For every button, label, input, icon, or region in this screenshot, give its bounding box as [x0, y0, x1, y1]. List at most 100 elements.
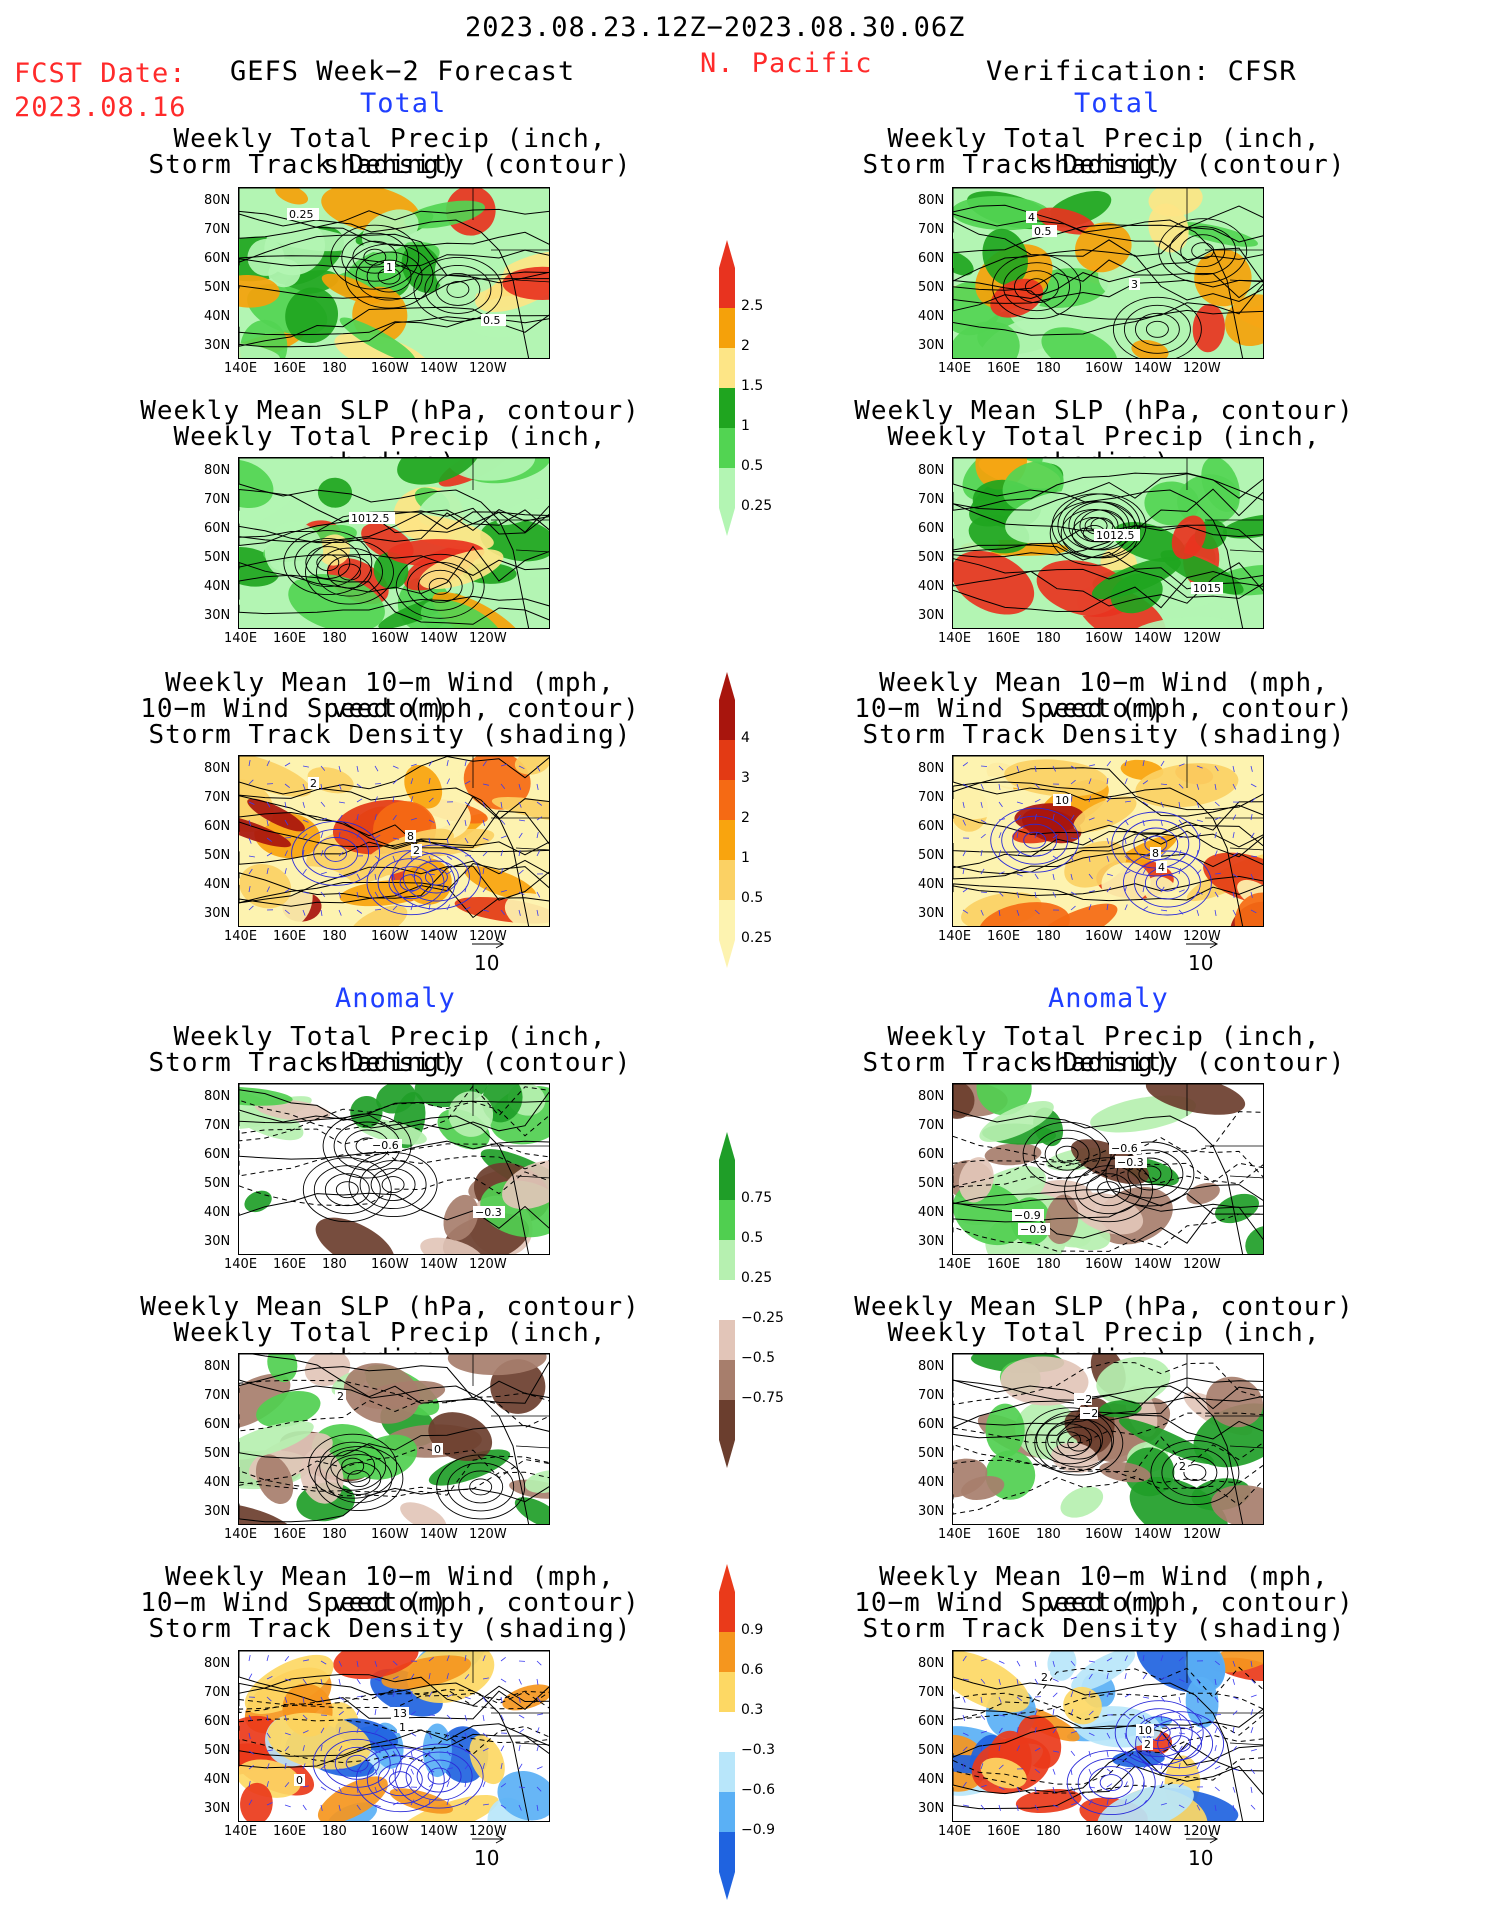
lon-tick-label: 180	[1036, 1824, 1061, 1839]
wind-vector	[1250, 765, 1253, 772]
wind-vector	[518, 819, 525, 822]
shading-cell	[961, 1475, 1005, 1501]
lat-tick-label: 40N	[918, 579, 945, 594]
wind-vector	[428, 904, 431, 911]
wind-vector	[518, 909, 521, 916]
shading-cell	[1099, 1461, 1151, 1483]
wind-vector	[536, 1696, 541, 1703]
wind-vector	[1124, 1673, 1127, 1680]
lon-tick-label: 120W	[469, 1527, 507, 1542]
lon-tick-label: 140W	[1134, 929, 1172, 944]
closed-contour	[1138, 1165, 1162, 1183]
wind-vector	[1088, 764, 1095, 767]
closed-contour	[417, 569, 463, 603]
contour-label: −0.3	[1117, 1156, 1144, 1169]
wind-vector	[980, 868, 985, 875]
closed-contour	[366, 259, 412, 293]
closed-contour	[427, 1767, 451, 1785]
closed-contour	[1075, 1165, 1143, 1215]
shading-cell	[359, 828, 454, 877]
wind-vector	[302, 1696, 305, 1703]
closed-contour	[1168, 1735, 1192, 1753]
wind-vector	[338, 851, 344, 857]
wind-vector	[392, 1768, 395, 1775]
wind-vector	[1250, 1727, 1254, 1734]
wind-vector	[1124, 904, 1128, 911]
lat-tick-label: 50N	[204, 1176, 231, 1191]
contour-label-bg	[1136, 1724, 1154, 1736]
wind-vector	[284, 1763, 287, 1770]
shading-cell	[502, 1160, 549, 1210]
contour-line	[953, 853, 1263, 880]
contour-label-bg	[1156, 861, 1167, 873]
wind-vector	[536, 816, 543, 821]
shading-cell	[1014, 803, 1086, 833]
wind-vector	[464, 868, 468, 875]
wind-vector	[1142, 837, 1147, 844]
wind-vector	[1088, 904, 1092, 911]
wind-vector	[1052, 1660, 1055, 1667]
closed-contour	[1055, 1145, 1079, 1163]
wind-vector	[1016, 765, 1020, 772]
closed-contour	[458, 1470, 504, 1504]
shading-cell	[267, 1354, 298, 1383]
wind-vector	[536, 1678, 539, 1685]
closed-contour	[1122, 819, 1190, 869]
closed-contour	[1045, 1418, 1113, 1468]
wind-vector	[962, 1781, 967, 1788]
lon-tick-label: 140W	[420, 929, 458, 944]
wind-vector	[482, 851, 488, 857]
wind-vector	[962, 1714, 965, 1721]
wind-vector	[464, 760, 467, 767]
shading-cell	[275, 188, 309, 205]
wind-vector	[1034, 909, 1040, 915]
wind-vector	[410, 1691, 413, 1698]
wind-vector	[1088, 1691, 1091, 1698]
wind-vector	[1178, 1763, 1181, 1770]
lat-tick-label: 60N	[918, 1147, 945, 1162]
lon-tick-label: 140W	[1134, 631, 1172, 646]
lon-tick-label: 140E	[938, 1257, 972, 1272]
closed-contour	[308, 1433, 398, 1499]
wind-vector	[1232, 1710, 1238, 1716]
lat-tick-label: 70N	[204, 1685, 231, 1700]
shading-cell	[1097, 1783, 1194, 1821]
colorbar-segment	[719, 700, 735, 740]
wind-vector	[1250, 1804, 1256, 1810]
wind-vector	[1034, 1660, 1037, 1667]
shading-cell	[982, 228, 1028, 286]
wind-vector	[998, 1804, 1001, 1811]
wind-vector	[980, 1730, 987, 1734]
contour-line	[953, 247, 1263, 291]
wind-vector	[482, 868, 485, 875]
wind-vector	[1124, 760, 1127, 767]
wind-vector	[482, 1803, 489, 1806]
wind-vector	[1034, 832, 1038, 839]
wind-vector	[356, 765, 359, 772]
wind-vector	[374, 891, 379, 898]
closed-contour	[413, 256, 503, 322]
shading-cell	[317, 477, 353, 508]
wind-vector	[302, 783, 306, 790]
lon-tick-label: 160E	[273, 1824, 307, 1839]
closed-contour	[1183, 1464, 1207, 1482]
wind-vector	[248, 1714, 252, 1721]
wind-vector	[1016, 1786, 1021, 1793]
closed-contour	[1003, 262, 1070, 312]
wind-vector	[1250, 1694, 1257, 1698]
wind-vector	[1160, 819, 1163, 826]
wind-vector	[500, 783, 506, 789]
contour-line	[953, 1734, 1263, 1785]
colorbar-label: 3	[741, 770, 750, 786]
contour-label-bg	[1109, 1142, 1141, 1154]
shading-cell	[400, 1502, 447, 1524]
lon-tick-label: 140W	[420, 361, 458, 376]
lat-tick-label: 50N	[918, 1743, 945, 1758]
lon-tick-label: 160W	[1085, 1527, 1123, 1542]
contour-line	[953, 1213, 1263, 1252]
lon-tick-label: 160E	[987, 1527, 1021, 1542]
wind-vector	[500, 1696, 503, 1703]
colorbar-segment	[719, 1160, 735, 1200]
contour-label: 10	[1055, 794, 1069, 807]
panel-title-line: Storm Track Density (shading)	[148, 1614, 632, 1644]
